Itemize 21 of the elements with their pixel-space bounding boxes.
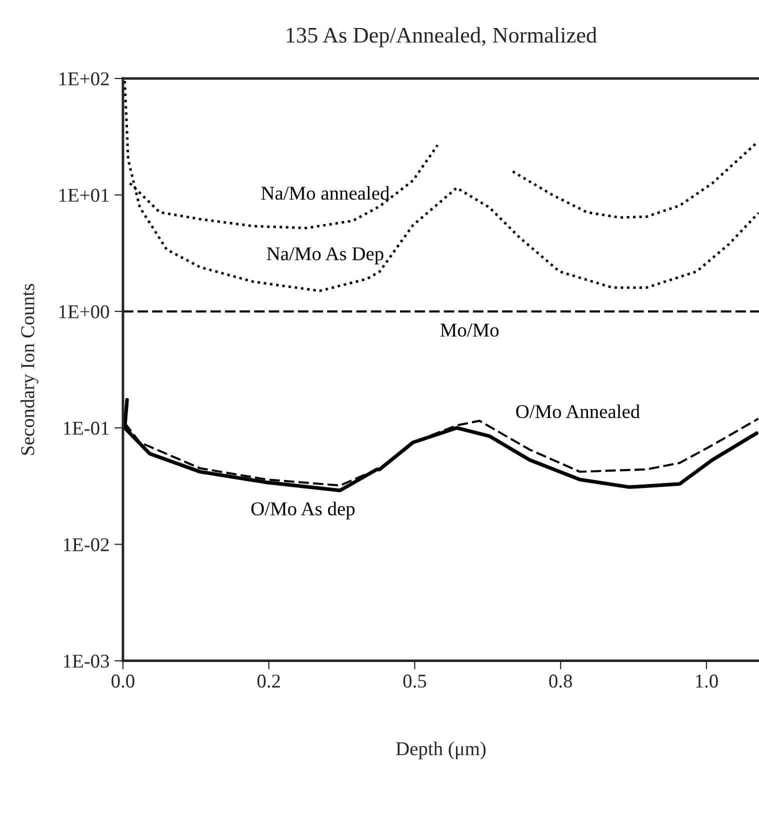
series-label: O/Mo As dep — [251, 502, 355, 520]
x-tick-label: 0.0 — [112, 674, 134, 688]
x-tick-label: 0.5 — [403, 674, 426, 688]
x-tick-label: 0.2 — [257, 674, 280, 688]
series-label: Mo/Mo — [440, 324, 499, 337]
chart-title: 135 As Dep/Annealed, Normalized — [286, 27, 597, 48]
line-series — [123, 80, 759, 292]
y-tick-label: 1E+00 — [59, 305, 110, 318]
line-series — [122, 398, 758, 492]
x-tick-label: 1.0 — [696, 674, 718, 688]
series-label: Na/Mo As Dep — [266, 247, 384, 264]
y-tick-label: 1E+01 — [59, 188, 109, 202]
y-tick-label: 1E-03 — [64, 654, 110, 668]
series-label: O/Mo Annealed — [516, 404, 640, 418]
series-label: Na/Mo annealed — [261, 186, 390, 200]
y-tick-label: 1E+02 — [59, 72, 109, 86]
x-tick-label: 0.8 — [549, 674, 572, 688]
y-tick-label: 1E-02 — [64, 538, 109, 552]
y-axis-title: Secondary Ion Counts — [20, 284, 38, 455]
y-tick-label: 1E-01 — [64, 422, 109, 435]
x-axis-title: Depth (μm) — [396, 742, 486, 760]
